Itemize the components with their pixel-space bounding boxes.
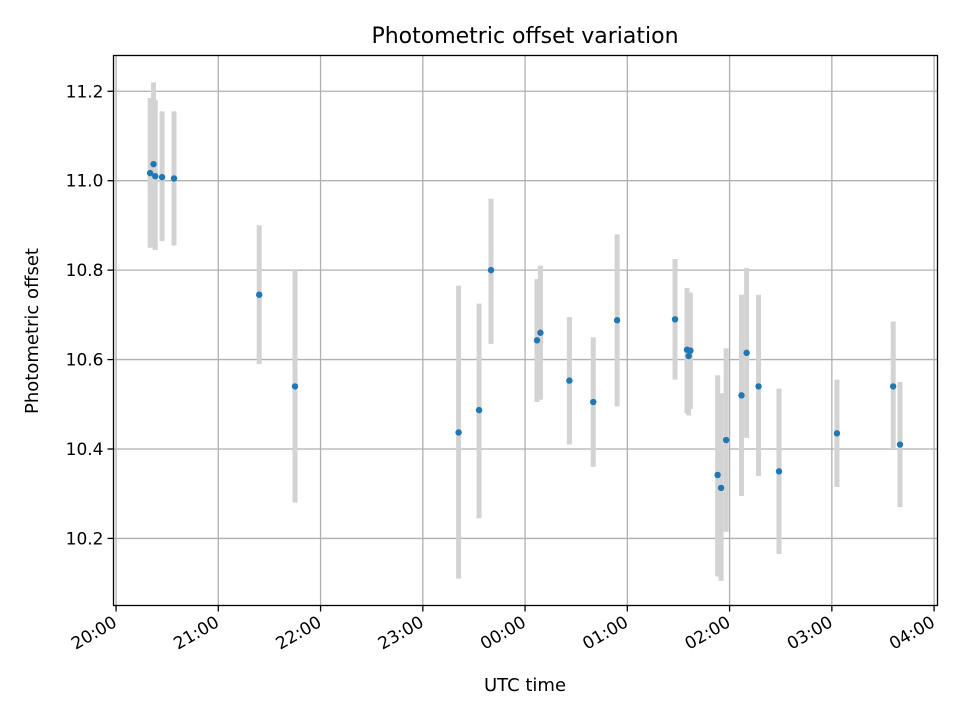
x-tick-label: 00:00: [477, 613, 529, 655]
data-point: [833, 430, 841, 437]
data-point: [722, 436, 730, 444]
grid: [113, 55, 938, 606]
data-point: [256, 291, 263, 298]
y-tick-label: 11.0: [66, 172, 104, 192]
data-point: [533, 337, 541, 344]
data-point: [671, 316, 679, 323]
data-point: [475, 406, 483, 414]
data-point: [755, 383, 762, 390]
data-point: [590, 398, 597, 406]
data-points: [146, 160, 904, 492]
data-point: [687, 347, 694, 354]
data-point: [896, 441, 904, 448]
data-point: [150, 160, 157, 168]
data-point: [566, 377, 573, 384]
data-point: [170, 175, 178, 182]
x-tick-label: 22:00: [273, 613, 325, 655]
data-point: [889, 383, 897, 390]
x-tick-label: 03:00: [784, 613, 836, 655]
x-tick-label: 01:00: [579, 613, 631, 655]
data-point: [743, 349, 750, 357]
x-tick-label: 23:00: [375, 613, 427, 655]
x-tick-label: 20:00: [68, 613, 120, 655]
y-tick-label: 10.4: [66, 440, 104, 460]
y-axis-label: Photometric offset: [22, 248, 43, 414]
y-tick-label: 11.2: [66, 82, 104, 102]
y-axis-ticks: 10.2 10.4 10.6 10.8 11.0 11.2: [66, 82, 114, 549]
x-tick-label: 04:00: [886, 613, 938, 655]
x-tick-label: 21:00: [170, 613, 222, 655]
x-tick-label: 02:00: [682, 613, 734, 655]
x-axis-ticks: 20:00 21:00 22:00 23:00 00:00 01:00 02:00 03:00…: [68, 605, 939, 655]
x-axis-label: UTC time: [484, 675, 566, 696]
data-point: [291, 383, 299, 390]
data-point: [775, 468, 783, 475]
y-tick-label: 10.2: [66, 529, 104, 549]
data-point: [613, 317, 621, 324]
data-point: [152, 173, 159, 180]
y-tick-label: 10.8: [66, 261, 104, 281]
y-tick-label: 10.6: [66, 351, 104, 371]
data-point: [455, 429, 462, 436]
data-point: [685, 352, 692, 360]
data-point: [738, 392, 745, 399]
data-point: [158, 173, 166, 181]
data-point: [714, 471, 721, 479]
data-point: [537, 329, 544, 336]
data-point: [717, 484, 725, 492]
data-point: [146, 169, 154, 177]
chart-title: Photometric offset variation: [371, 24, 678, 49]
data-point: [487, 266, 495, 274]
